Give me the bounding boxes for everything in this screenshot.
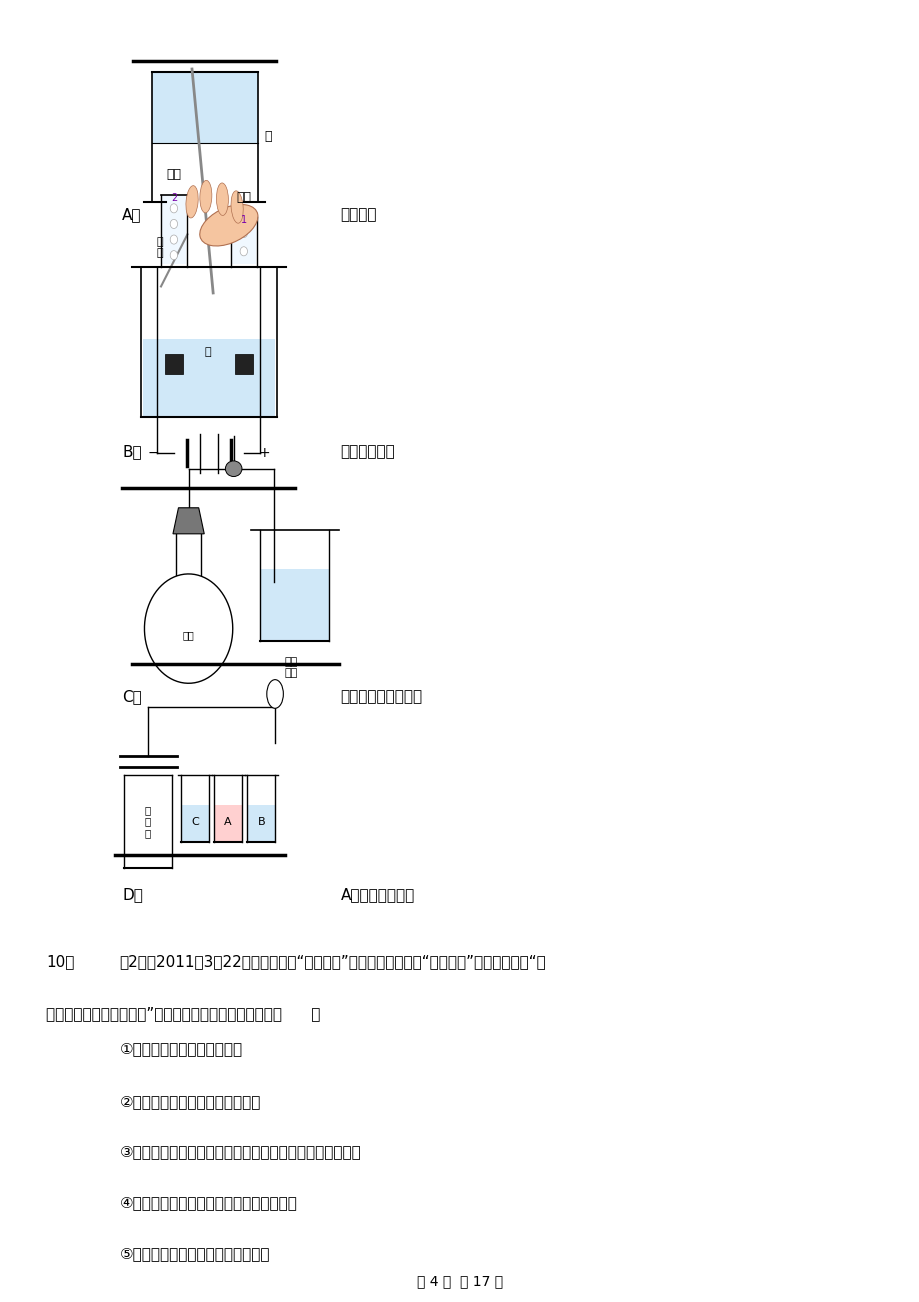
Text: B．: B． [122,444,142,460]
Ellipse shape [199,204,257,246]
Ellipse shape [170,219,177,229]
Ellipse shape [170,234,177,245]
Text: （2分）2011年3月22日是第十九届“世界水日”，联合国确定今年“世界水日”的宣传主题是“城: （2分）2011年3月22日是第十九届“世界水日”，联合国确定今年“世界水日”的… [119,954,546,970]
Text: ⑤用大量的水冲洗汽车代替人工擦洗: ⑤用大量的水冲洗汽车代替人工擦洗 [119,1246,270,1262]
Text: ②用未经处理的工业废水灵溉农田: ②用未经处理的工业废水灵溉农田 [119,1094,261,1109]
Ellipse shape [186,186,198,217]
Text: 水: 水 [205,346,211,357]
Polygon shape [162,195,186,264]
Text: 测定空气里氧气含量: 测定空气里氧气含量 [340,689,422,704]
Text: A．: A． [122,207,142,223]
Text: C: C [191,818,199,827]
Text: ①将工业冷却水进行循环利用: ①将工业冷却水进行循环利用 [119,1042,243,1057]
Text: 酚酞
溶液: 酚酞 溶液 [284,656,297,678]
Text: +: + [258,447,269,460]
Text: ④用喂淋节水龙头代替用水较多的旧式龙头: ④用喂淋节水龙头代替用水较多的旧式龙头 [119,1195,297,1211]
Polygon shape [247,805,275,842]
Text: A烧杯中溶液变红: A烧杯中溶液变红 [340,887,414,902]
Polygon shape [260,569,329,641]
Ellipse shape [267,680,283,708]
Text: 红磷: 红磷 [183,630,194,641]
Text: 第 4 页  共 17 页: 第 4 页 共 17 页 [416,1275,503,1288]
Ellipse shape [240,229,247,237]
Text: 2: 2 [171,193,176,203]
Polygon shape [234,354,253,374]
Ellipse shape [199,181,211,212]
Text: ③利用太阳能、离子交换树脂、半透膜等技术，使海水淡化: ③利用太阳能、离子交换树脂、半透膜等技术，使海水淡化 [119,1144,361,1160]
Polygon shape [142,339,275,417]
Text: A: A [224,818,232,827]
Text: 蔗
糖: 蔗 糖 [156,237,163,258]
Ellipse shape [170,203,177,212]
Ellipse shape [216,184,228,215]
Ellipse shape [225,461,242,477]
Polygon shape [152,72,257,143]
Text: 水: 水 [264,130,271,143]
Text: 水的电解实验: 水的电解实验 [340,444,395,460]
Text: B: B [257,818,265,827]
Ellipse shape [231,191,243,223]
Ellipse shape [240,247,247,255]
Text: −: − [148,447,159,460]
Text: 氢气: 氢气 [166,168,181,181]
Polygon shape [165,354,183,374]
Text: 1: 1 [241,215,246,225]
Text: 10．: 10． [46,954,74,970]
Polygon shape [214,805,242,842]
Text: D．: D． [122,887,143,902]
Text: 浓
氨
水: 浓 氨 水 [145,805,151,838]
Polygon shape [181,805,209,842]
Polygon shape [144,574,233,684]
Polygon shape [173,508,204,534]
Text: C．: C． [122,689,142,704]
Polygon shape [232,217,255,264]
Ellipse shape [170,250,177,260]
Text: 氧气: 氧气 [236,190,251,203]
Text: 市用水：应对都市化挑战”。下列用水行为符合节水的是（      ）: 市用水：应对都市化挑战”。下列用水行为符合节水的是（ ） [46,1006,320,1022]
Text: 蔗糖溶解: 蔗糖溶解 [340,207,377,223]
